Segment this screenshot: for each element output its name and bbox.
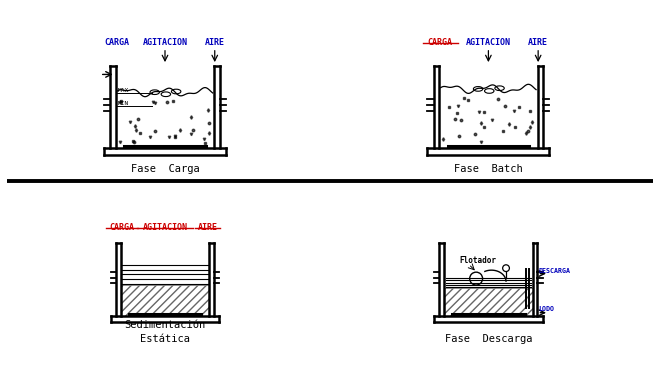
Text: MIN: MIN xyxy=(118,101,129,106)
Text: Fase  Descarga: Fase Descarga xyxy=(445,334,532,344)
Text: Fase  Batch: Fase Batch xyxy=(454,164,523,174)
Bar xyxy=(121,265,209,285)
Text: CARGA: CARGA xyxy=(104,38,129,47)
Text: AGITACION: AGITACION xyxy=(143,223,187,232)
Text: AGITACION: AGITACION xyxy=(143,38,187,47)
Text: AIRE: AIRE xyxy=(205,38,225,47)
Text: Sedimentación
Estática: Sedimentación Estática xyxy=(124,320,206,344)
Text: CARGA: CARGA xyxy=(110,223,135,232)
Text: AIRE: AIRE xyxy=(198,223,218,232)
Text: Fase  Carga: Fase Carga xyxy=(131,164,199,174)
Text: MAX: MAX xyxy=(118,88,129,93)
Text: CARGA: CARGA xyxy=(428,38,453,47)
Bar xyxy=(444,278,533,288)
Bar xyxy=(444,288,533,316)
Text: AGITACION: AGITACION xyxy=(466,38,511,47)
Text: LODO: LODO xyxy=(538,307,554,312)
Text: AIRE: AIRE xyxy=(528,38,548,47)
Text: DESCARGA: DESCARGA xyxy=(538,268,570,274)
Text: Flotador: Flotador xyxy=(459,256,496,265)
Bar xyxy=(121,285,209,316)
